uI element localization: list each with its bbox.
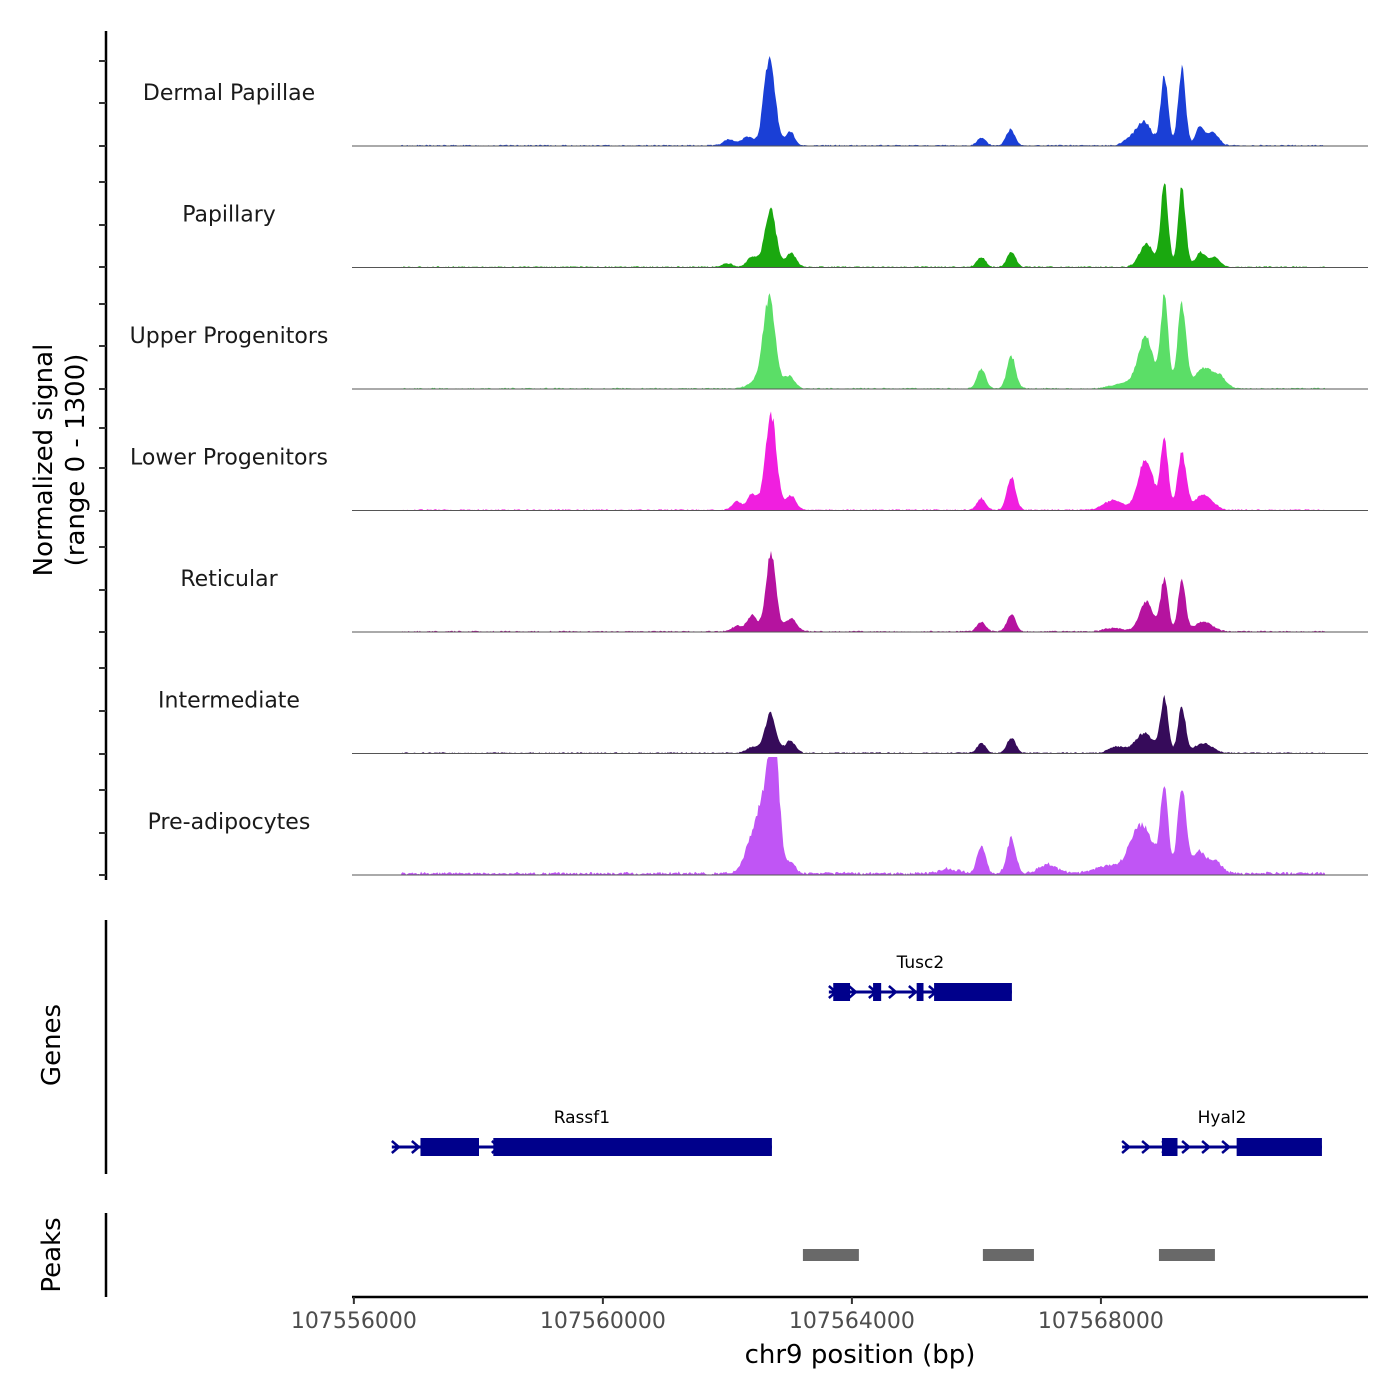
peaks-label: Peaks — [37, 1217, 67, 1292]
track-label: Intermediate — [158, 689, 300, 714]
exon — [510, 1138, 522, 1156]
peak-region — [982, 1249, 1034, 1261]
strand-arrow-icon — [1121, 1140, 1132, 1154]
peaks-track-title: Peaks — [37, 1217, 67, 1292]
strand-arrow-icon — [1201, 1140, 1212, 1154]
track-label: Papillary — [182, 203, 276, 228]
signal-area — [401, 757, 1325, 875]
track-label: Reticular — [180, 567, 278, 592]
signal-area — [401, 56, 1325, 146]
x-axis-title: chr9 position (bp) — [745, 1340, 976, 1370]
gene-label: Rassf1 — [554, 1108, 610, 1128]
strand-arrow-icon — [888, 985, 898, 999]
signal-area — [401, 293, 1325, 389]
gene-tusc2: Tusc2 — [828, 953, 1012, 1001]
track-intermediate: Intermediate — [158, 689, 1368, 754]
genes-track-title: Genes — [37, 1004, 67, 1086]
track-label: Upper Progenitors — [130, 324, 329, 349]
track-upper-progenitors: Upper Progenitors — [130, 293, 1368, 390]
exon — [1161, 1138, 1178, 1156]
x-tick-label: 107564000 — [789, 1309, 915, 1334]
x-tick-label: 107556000 — [291, 1309, 417, 1334]
strand-arrow-icon — [908, 985, 918, 999]
signal-area — [401, 694, 1325, 754]
strand-arrow-icon — [1141, 1140, 1152, 1154]
x-axis-ticks: 107556000 107560000 107564000 107568000 — [291, 1297, 1164, 1334]
gene-hyal2: Hyal2 — [1121, 1108, 1322, 1156]
signal-area — [401, 183, 1325, 268]
exon — [420, 1138, 479, 1156]
track-label: Lower Progenitors — [130, 446, 328, 471]
track-dermal-papillae: Dermal Papillae — [143, 56, 1368, 147]
y-axis-ticks — [99, 60, 106, 876]
track-pre-adipocytes: Pre-adipocytes — [148, 757, 1368, 876]
signal-area — [401, 550, 1325, 632]
track-label: Pre-adipocytes — [148, 810, 311, 835]
strand-arrow-icon — [1181, 1140, 1192, 1154]
y-axis-title-line-1: Normalized signal — [29, 344, 59, 577]
x-tick-label: 107568000 — [1038, 1309, 1164, 1334]
peak-region — [802, 1249, 859, 1261]
gene-annotations: Tusc2 Rassf1 Hyal2 — [391, 953, 1322, 1156]
exon — [493, 1138, 738, 1156]
exon — [833, 983, 851, 1001]
peak-region — [1158, 1249, 1215, 1261]
exon — [1236, 1138, 1322, 1156]
track-papillary: Papillary — [182, 183, 1368, 268]
signal-area — [401, 411, 1325, 511]
x-tick-label: 107560000 — [540, 1309, 666, 1334]
strand-arrow-icon — [848, 985, 858, 999]
gene-label: Tusc2 — [896, 953, 945, 973]
exon — [934, 983, 1012, 1001]
exon — [708, 1138, 772, 1156]
gene-label: Hyal2 — [1198, 1108, 1247, 1128]
y-axis-title: Normalized signal (range 0 - 1300) — [29, 344, 91, 577]
coverage-tracks: Dermal Papillae Papillary Upper Progenitor… — [130, 56, 1368, 876]
strand-arrow-icon — [411, 1140, 421, 1154]
gene-rassf1: Rassf1 — [391, 1108, 772, 1156]
peak-regions — [802, 1249, 1215, 1261]
strand-arrow-icon — [1221, 1140, 1232, 1154]
track-label: Dermal Papillae — [143, 81, 315, 106]
exon — [873, 983, 882, 1001]
genes-label: Genes — [37, 1004, 67, 1086]
exon — [916, 983, 924, 1001]
y-axis-title-line-2: (range 0 - 1300) — [61, 354, 91, 567]
track-reticular: Reticular — [180, 550, 1368, 633]
strand-arrow-icon — [391, 1140, 401, 1154]
track-lower-progenitors: Lower Progenitors — [130, 411, 1368, 511]
